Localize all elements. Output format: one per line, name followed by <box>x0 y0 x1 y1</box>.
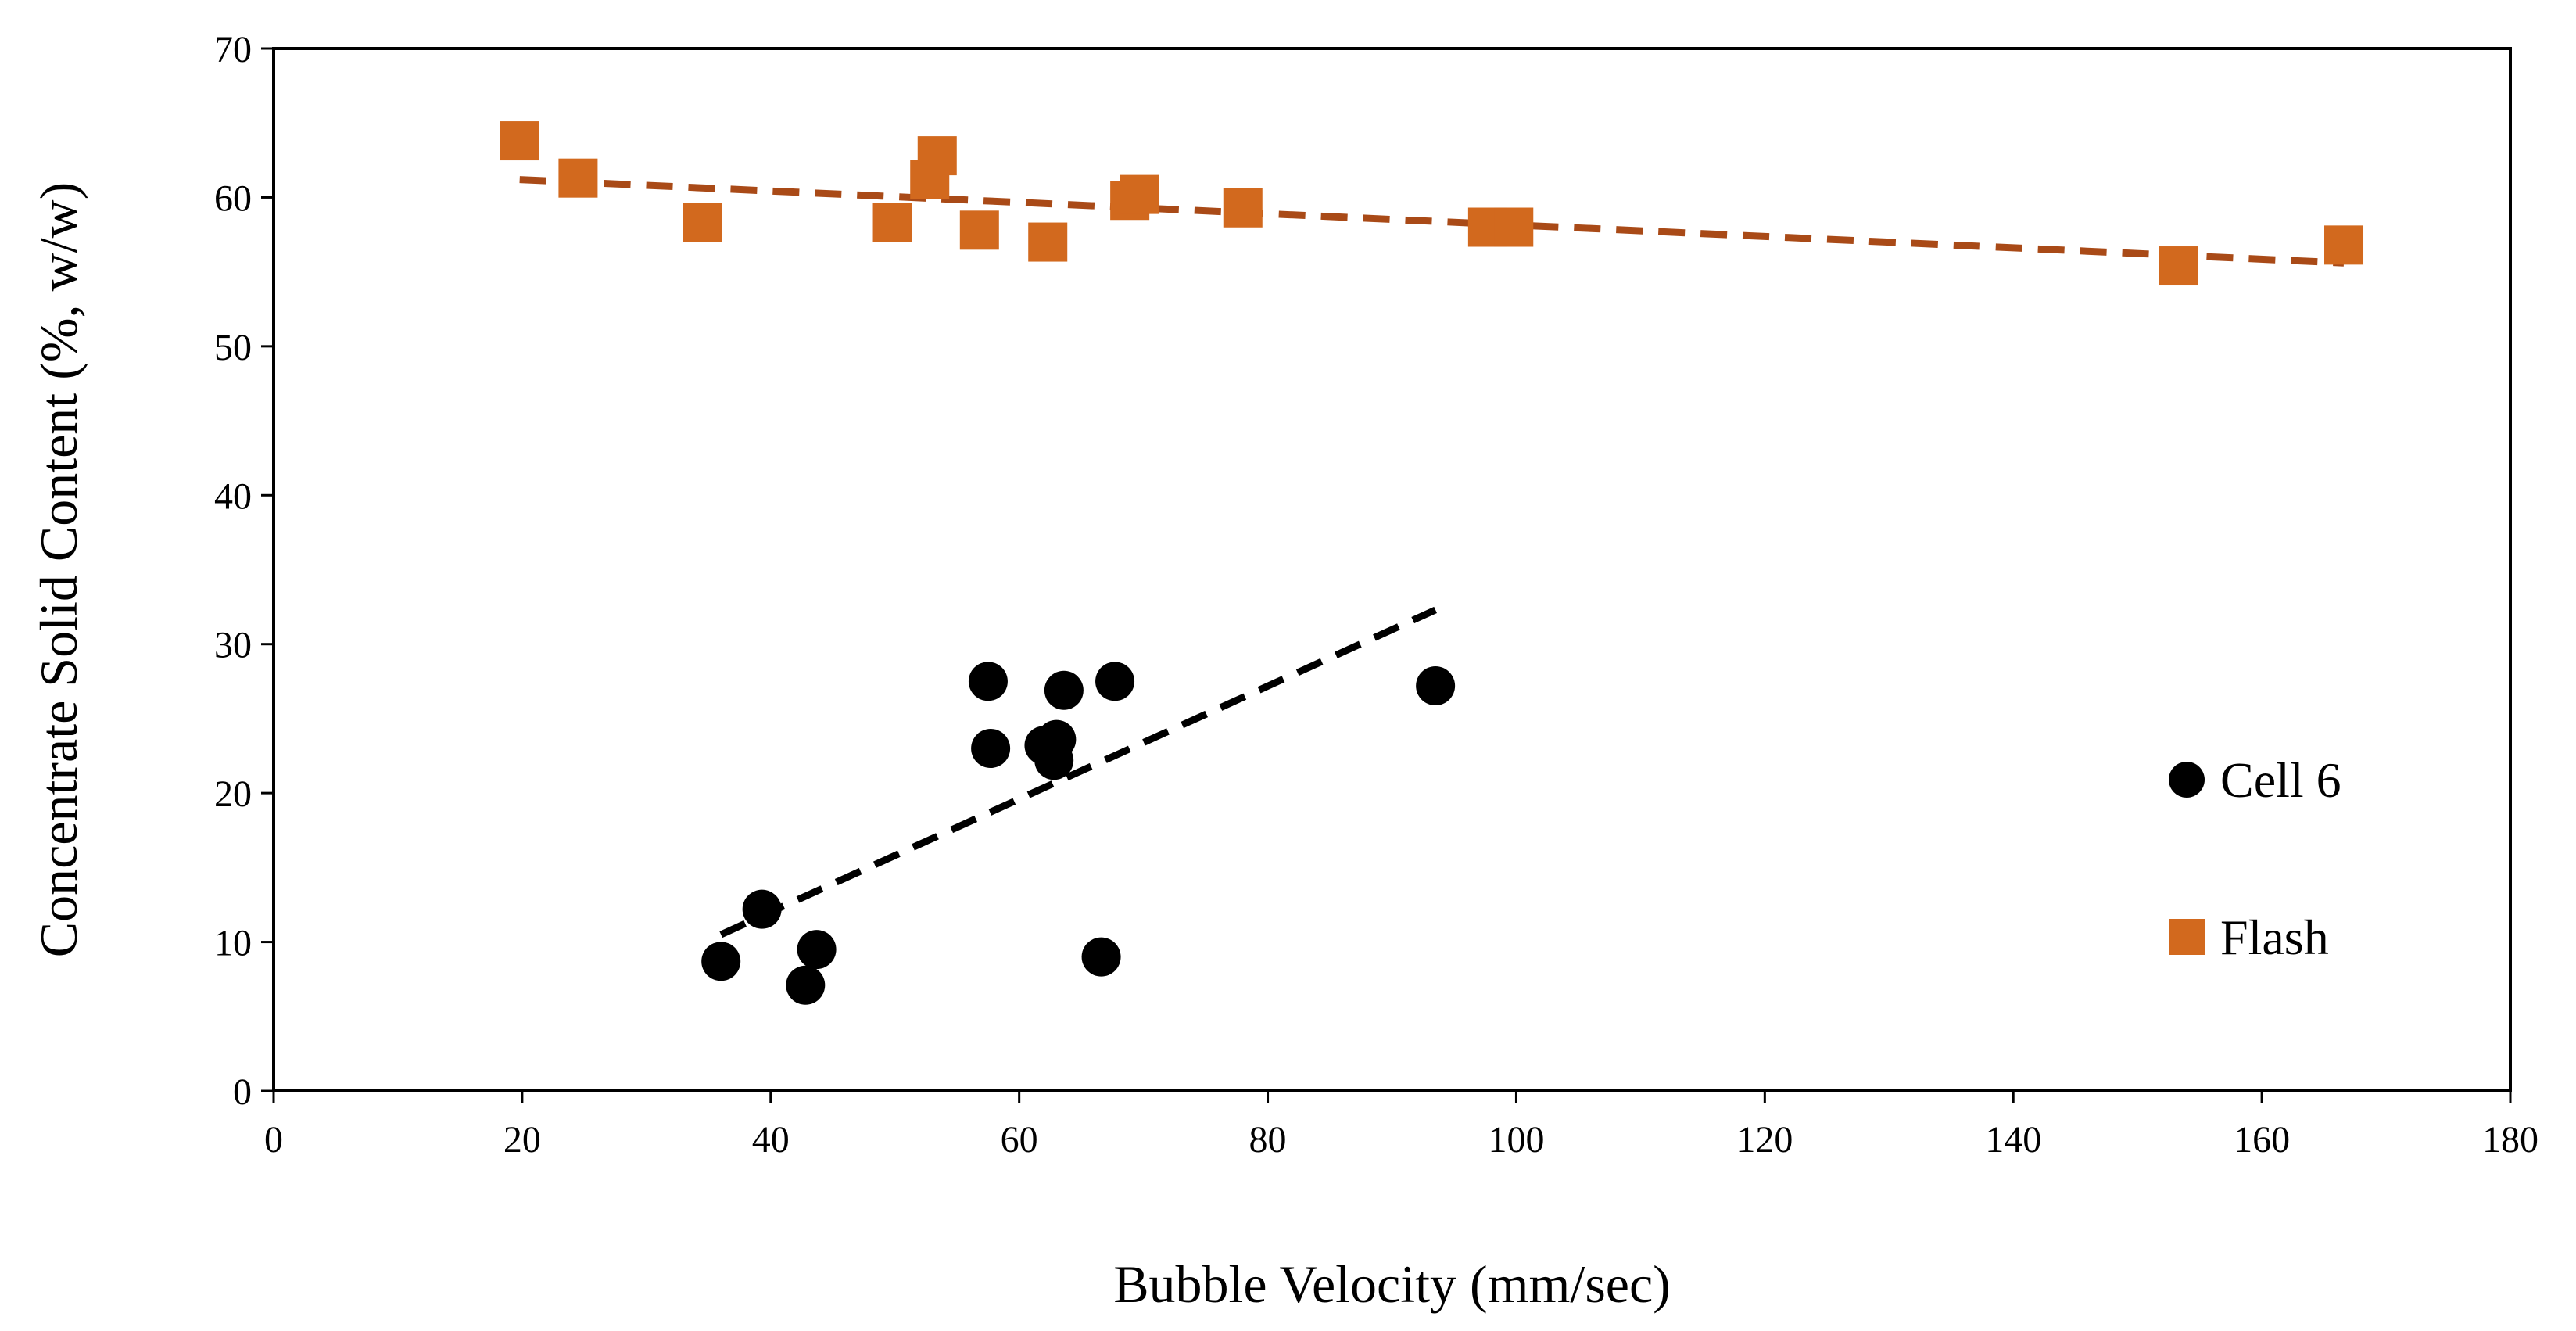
trendlines <box>519 176 2345 938</box>
x-tick-label: 140 <box>1985 1119 2041 1161</box>
point-flash <box>1494 207 1534 247</box>
x-tick-label: 80 <box>1249 1119 1287 1161</box>
y-tick-label: 20 <box>214 773 252 815</box>
trendline-cell-6 <box>719 606 1437 938</box>
point-flash <box>500 121 539 161</box>
x-tick-label: 120 <box>1736 1119 1793 1161</box>
y-tick-label: 0 <box>233 1071 252 1113</box>
x-tick-label: 60 <box>1001 1119 1038 1161</box>
y-tick-label: 10 <box>214 923 252 964</box>
point-cell-6 <box>742 889 782 929</box>
point-flash <box>1120 174 1159 214</box>
y-tick-label: 40 <box>214 475 252 517</box>
x-tick-label: 180 <box>2482 1119 2538 1161</box>
legend: Cell 6 Flash <box>2169 752 2341 965</box>
trendline-flash <box>519 176 2345 267</box>
point-cell-6 <box>1416 666 1456 706</box>
point-flash <box>917 136 957 176</box>
x-tick-label: 0 <box>264 1119 283 1161</box>
x-tick-label: 160 <box>2234 1119 2290 1161</box>
point-cell-6 <box>701 942 741 981</box>
x-tick-label: 20 <box>503 1119 541 1161</box>
point-cell-6 <box>1095 662 1135 701</box>
point-flash <box>2159 246 2198 286</box>
point-cell-6 <box>971 729 1011 769</box>
y-tick-label: 50 <box>214 327 252 368</box>
point-cell-6 <box>797 930 837 970</box>
axis-ticks: 0 20 40 60 80 100 120 140 160 180 0 10 20 30 40 50 60 70 <box>214 29 2538 1161</box>
point-flash <box>558 158 598 198</box>
point-cell-6 <box>1081 937 1121 977</box>
y-tick-label: 30 <box>214 625 252 666</box>
point-flash <box>683 203 722 242</box>
x-tick-label: 100 <box>1488 1119 1544 1161</box>
point-cell-6 <box>786 965 826 1005</box>
point-flash <box>2324 225 2364 265</box>
point-cell-6 <box>1037 719 1077 759</box>
x-tick-label: 40 <box>752 1119 790 1161</box>
y-tick-label: 60 <box>214 178 252 219</box>
point-cell-6 <box>1044 670 1084 710</box>
x-axis-title: Bubble Velocity (mm/sec) <box>1113 1254 1671 1314</box>
legend-label-flash: Flash <box>2220 909 2329 965</box>
legend-marker-cell-6 <box>2169 762 2205 798</box>
plot-frame <box>272 47 2512 1092</box>
point-cell-6 <box>968 662 1008 701</box>
y-tick-label: 70 <box>214 29 252 70</box>
point-flash <box>1028 222 1068 262</box>
data-points <box>500 121 2364 1005</box>
axes <box>272 47 2512 1092</box>
legend-label-cell-6: Cell 6 <box>2220 752 2341 808</box>
y-axis-title: Concentrate Solid Content (%, w/w) <box>29 182 88 957</box>
point-flash <box>1223 188 1263 228</box>
legend-marker-flash <box>2169 919 2205 955</box>
point-flash <box>872 203 912 242</box>
point-flash <box>959 210 999 250</box>
